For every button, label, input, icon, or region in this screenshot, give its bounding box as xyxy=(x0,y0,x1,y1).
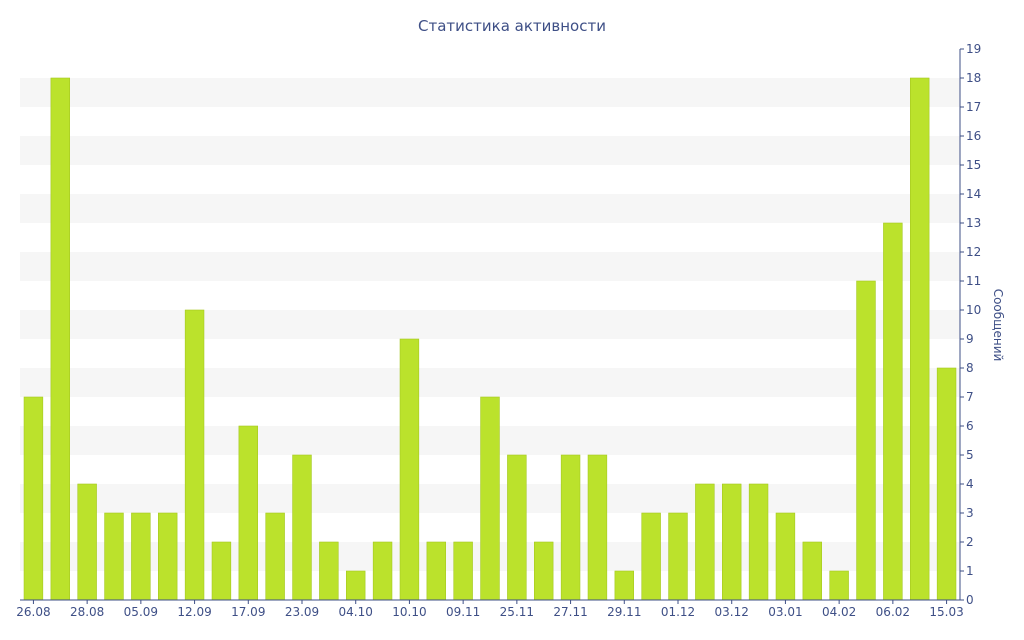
grid-band xyxy=(20,252,960,281)
y-tick-label: 15 xyxy=(966,158,981,172)
x-tick-label: 29.11 xyxy=(607,605,641,619)
bar xyxy=(722,483,742,601)
bar xyxy=(399,338,420,601)
bar xyxy=(158,512,178,601)
grid-bands xyxy=(20,78,960,571)
bar xyxy=(587,454,608,601)
y-tick-label: 13 xyxy=(966,216,981,230)
bar xyxy=(292,454,312,601)
x-tick-label: 17.09 xyxy=(231,605,265,619)
y-tick-label: 4 xyxy=(966,477,974,491)
x-tick-label: 10.10 xyxy=(392,605,426,619)
y-tick-label: 2 xyxy=(966,535,974,549)
x-tick-label: 05.09 xyxy=(124,605,158,619)
chart-title: Статистика активности xyxy=(418,17,606,35)
y-tick-label: 17 xyxy=(966,100,981,114)
x-axis-ticks: 26.08 28.08 05.09 12.09 17.09 23.09 04.10 10.10… xyxy=(16,600,964,619)
bar xyxy=(534,541,554,601)
y-axis-label: Сообщений xyxy=(991,289,1005,362)
x-tick-label: 15.03 xyxy=(929,605,963,619)
bar xyxy=(238,425,258,601)
bar xyxy=(319,541,339,601)
y-tick-label: 6 xyxy=(966,419,974,433)
bar xyxy=(23,396,44,601)
bar xyxy=(453,541,473,601)
grid-band xyxy=(20,368,960,397)
bar xyxy=(668,512,688,601)
x-tick-label: 25.11 xyxy=(500,605,534,619)
x-tick-label: 12.09 xyxy=(177,605,211,619)
y-tick-label: 10 xyxy=(966,303,981,317)
bar xyxy=(265,512,285,601)
x-tick-label: 23.09 xyxy=(285,605,319,619)
bar xyxy=(426,541,446,601)
x-tick-label: 03.01 xyxy=(768,605,802,619)
x-tick-label: 27.11 xyxy=(553,605,587,619)
bar xyxy=(614,570,634,601)
bar xyxy=(77,483,97,601)
y-tick-label: 12 xyxy=(966,245,981,259)
bar xyxy=(104,512,124,601)
y-tick-label: 7 xyxy=(966,390,974,404)
x-tick-label: 06.02 xyxy=(876,605,910,619)
bar xyxy=(184,309,205,601)
bar xyxy=(346,570,366,601)
x-tick-label: 09.11 xyxy=(446,605,480,619)
bar xyxy=(560,454,581,601)
bar xyxy=(829,570,849,601)
grid-band xyxy=(20,136,960,165)
y-tick-label: 0 xyxy=(966,593,974,607)
x-tick-label: 04.10 xyxy=(339,605,373,619)
y-tick-label: 18 xyxy=(966,71,981,85)
bar xyxy=(883,222,903,601)
x-tick-label: 03.12 xyxy=(715,605,749,619)
bar xyxy=(856,280,876,601)
bar xyxy=(372,541,393,601)
y-tick-label: 16 xyxy=(966,129,981,143)
grid-band xyxy=(20,310,960,339)
x-tick-label: 28.08 xyxy=(70,605,104,619)
bar xyxy=(748,483,769,601)
bar xyxy=(211,541,232,601)
y-tick-label: 14 xyxy=(966,187,981,201)
bar xyxy=(507,454,527,601)
bar xyxy=(641,512,661,601)
y-tick-label: 9 xyxy=(966,332,974,346)
grid-band xyxy=(20,194,960,223)
x-tick-label: 26.08 xyxy=(16,605,50,619)
y-tick-label: 8 xyxy=(966,361,974,375)
bar xyxy=(480,396,500,601)
grid-band xyxy=(20,78,960,107)
x-tick-label: 01.12 xyxy=(661,605,695,619)
y-tick-label: 5 xyxy=(966,448,974,462)
y-tick-label: 11 xyxy=(966,274,981,288)
bar xyxy=(936,367,957,601)
bar xyxy=(50,77,70,601)
bar-series xyxy=(23,77,957,601)
bar xyxy=(802,541,822,601)
x-tick-label: 04.02 xyxy=(822,605,856,619)
y-tick-label: 19 xyxy=(966,42,981,56)
bar xyxy=(131,512,151,601)
bar xyxy=(775,512,796,601)
y-tick-label: 1 xyxy=(966,564,974,578)
axes xyxy=(20,49,961,601)
y-tick-label: 3 xyxy=(966,506,974,520)
bar xyxy=(695,483,715,601)
bar xyxy=(910,77,930,601)
